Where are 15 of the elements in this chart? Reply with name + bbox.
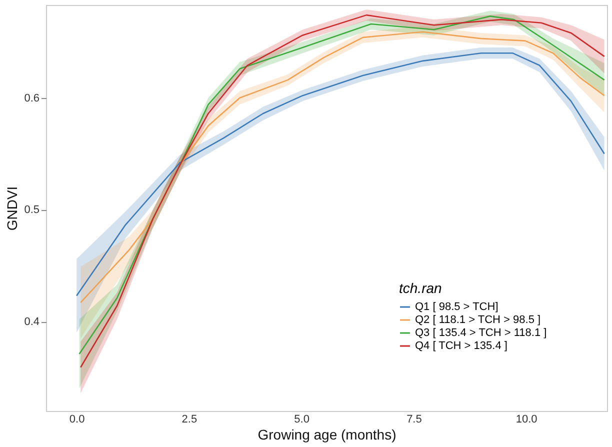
y-tick-label: 0.5	[24, 204, 40, 216]
x-tick-label: 5.0	[294, 414, 310, 426]
legend-title: tch.ran	[399, 280, 442, 296]
x-tick-label: 2.5	[182, 414, 198, 426]
x-axis-title: Growing age (months)	[258, 426, 396, 442]
y-tick-label: 0.4	[24, 316, 40, 328]
x-tick-label: 10.0	[516, 414, 538, 426]
x-tick-label: 7.5	[406, 414, 422, 426]
legend-label: Q3 [ 135.4 > TCH > 118.1 ]	[415, 327, 547, 339]
y-axis-title: GNDVI	[4, 186, 20, 231]
x-tick-label: 0.0	[69, 414, 85, 426]
y-tick-label: 0.6	[24, 92, 40, 104]
legend-label: Q4 [ TCH > 135.4 ]	[415, 340, 508, 352]
legend-label: Q1 [ 98.5 > TCH]	[415, 301, 498, 313]
legend-label: Q2 [ 118.1 > TCH > 98.5 ]	[415, 314, 541, 326]
